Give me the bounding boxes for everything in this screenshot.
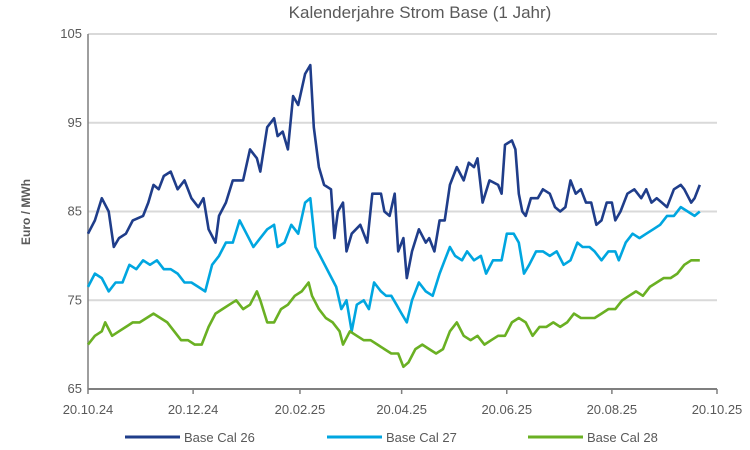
legend-label: Base Cal 26: [184, 430, 255, 445]
y-tick-label: 65: [68, 381, 82, 396]
legend-label: Base Cal 27: [386, 430, 457, 445]
x-tick-label: 20.12.24: [168, 402, 219, 417]
y-tick-label: 85: [68, 204, 82, 219]
y-tick-label: 95: [68, 115, 82, 130]
x-tick-label: 20.08.25: [587, 402, 638, 417]
x-tick-label: 20.04.25: [376, 402, 427, 417]
y-axis-label: Euro / MWh: [19, 179, 33, 245]
x-tick-label: 20.02.25: [275, 402, 326, 417]
series-line-base-cal-26: [86, 63, 702, 280]
x-tick-label: 20.10.25: [692, 402, 743, 417]
chart-title: Kalenderjahre Strom Base (1 Jahr): [289, 3, 552, 22]
x-tick-label: 20.06.25: [481, 402, 532, 417]
x-tick-label: 20.10.24: [63, 402, 114, 417]
series-line-base-cal-27: [86, 196, 701, 333]
y-tick-label: 75: [68, 292, 82, 307]
series-line-base-cal-28: [86, 259, 700, 369]
y-tick-label: 105: [60, 26, 82, 41]
legend-label: Base Cal 28: [587, 430, 658, 445]
